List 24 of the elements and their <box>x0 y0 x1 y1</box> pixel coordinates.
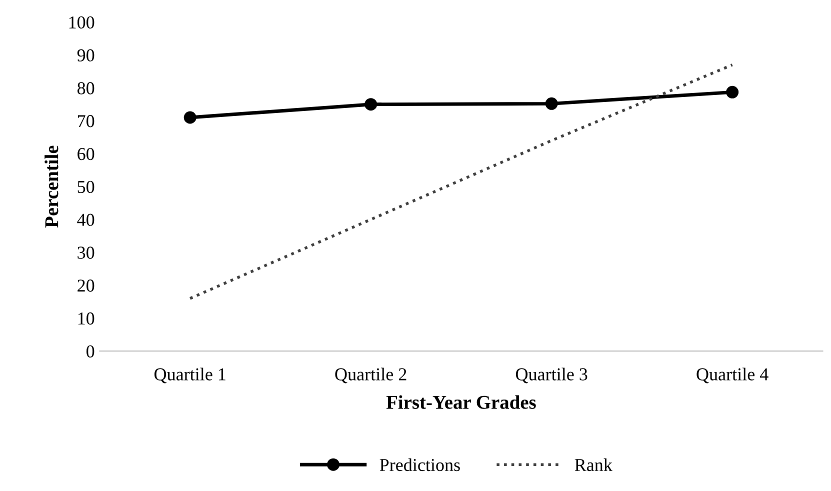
y-tick-label: 0 <box>86 345 94 358</box>
y-tick-label: 90 <box>77 49 94 62</box>
x-tick-label: Quartile 4 <box>696 368 768 384</box>
point <box>364 98 378 111</box>
legend-label: Rank <box>574 458 612 472</box>
y-tick-label: 40 <box>77 214 94 226</box>
x-tick-label: Quartile 2 <box>335 368 406 384</box>
x-axis-title: First-Year Grades <box>386 395 536 409</box>
point <box>545 97 558 110</box>
y-tick-label: 60 <box>78 148 94 160</box>
y-tick-label: 30 <box>78 246 94 259</box>
y-tick-label: 100 <box>69 16 94 29</box>
y-tick-label: 20 <box>78 280 94 292</box>
legend-label: Predictions <box>380 458 460 472</box>
point <box>726 86 739 98</box>
x-tick-label: Quartile 3 <box>516 368 588 384</box>
x-tick-label: Quartile 1 <box>154 368 226 384</box>
y-axis-title: Percentile <box>44 146 58 228</box>
line-series <box>188 63 734 300</box>
y-tick-label: 80 <box>77 82 94 94</box>
y-tick-label: 10 <box>78 312 94 325</box>
y-tick-label: 70 <box>78 115 94 128</box>
y-tick-label: 50 <box>78 180 94 194</box>
point <box>184 111 196 124</box>
